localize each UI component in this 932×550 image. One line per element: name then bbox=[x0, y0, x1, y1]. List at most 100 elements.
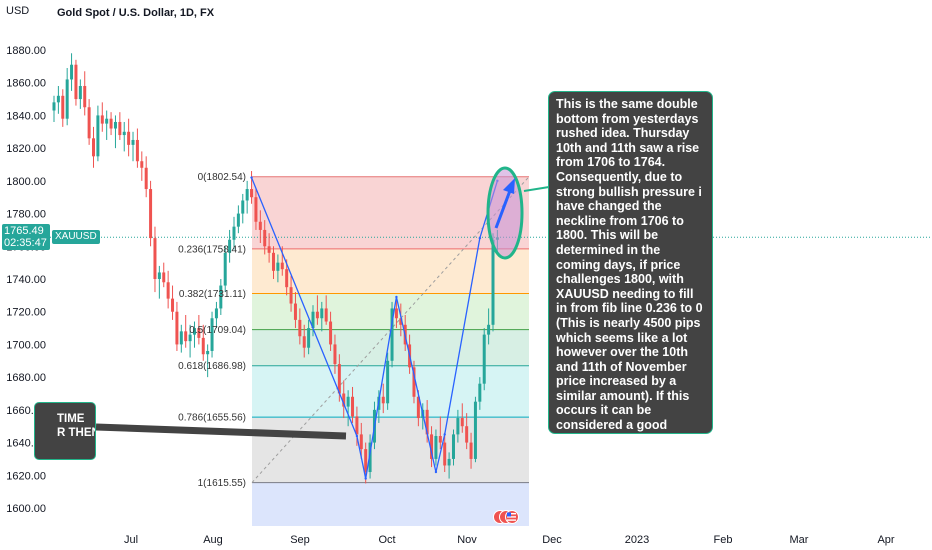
candle-body-67 bbox=[346, 396, 350, 407]
candle-body-38 bbox=[219, 285, 223, 309]
candle-body-11 bbox=[100, 115, 104, 124]
candle-52 bbox=[280, 246, 284, 276]
us-flag-events-icon[interactable] bbox=[492, 510, 520, 524]
candle-8 bbox=[87, 99, 91, 145]
symbol-tag: XAUUSD bbox=[52, 230, 100, 245]
bar-countdown: 02:35:47 bbox=[4, 237, 47, 250]
candle-92 bbox=[456, 409, 460, 443]
candle-body-93 bbox=[460, 418, 464, 427]
candle-64 bbox=[333, 334, 337, 374]
chart-title[interactable]: Gold Spot / U.S. Dollar, 1D, FX bbox=[57, 7, 215, 19]
candle-32 bbox=[192, 321, 196, 348]
candle-88 bbox=[438, 416, 442, 450]
x-tick-1: Aug bbox=[203, 534, 223, 546]
candle-body-99 bbox=[487, 324, 491, 335]
y-tick-0: 1600.00 bbox=[6, 503, 46, 515]
fib-label-0: 0(1802.54) bbox=[198, 172, 246, 183]
candle-body-14 bbox=[113, 121, 117, 129]
candle-27 bbox=[171, 285, 175, 320]
pattern-point-6 bbox=[478, 236, 482, 240]
highlight-ellipse bbox=[486, 166, 524, 260]
x-axis: Jul Aug Sep Oct Nov Dec 2023 Feb Mar Apr bbox=[124, 534, 895, 546]
x-tick-0: Jul bbox=[124, 534, 138, 546]
candle-body-4 bbox=[70, 64, 74, 80]
candle-body-95 bbox=[469, 442, 473, 459]
candle-58 bbox=[307, 319, 311, 355]
candle-23 bbox=[153, 226, 157, 293]
candle-94 bbox=[465, 413, 469, 450]
candle-96 bbox=[473, 396, 477, 463]
candle-36 bbox=[210, 311, 214, 358]
candle-body-34 bbox=[201, 337, 205, 355]
candle-body-6 bbox=[78, 85, 82, 100]
x-tick-2: Sep bbox=[290, 534, 310, 546]
candle-21 bbox=[144, 156, 148, 198]
y-tick-1: 1620.00 bbox=[6, 470, 46, 482]
candle-67 bbox=[346, 390, 350, 427]
current-price: 1765.49 bbox=[4, 225, 44, 238]
candle-91 bbox=[451, 429, 455, 466]
fib-label-5: 0.786(1655.56) bbox=[178, 413, 246, 424]
candle-body-85 bbox=[425, 409, 429, 435]
candle-body-91 bbox=[451, 434, 455, 459]
candle-66 bbox=[342, 380, 346, 419]
candle-38 bbox=[219, 279, 223, 315]
candle-body-7 bbox=[83, 85, 87, 108]
candle-25 bbox=[162, 262, 166, 288]
left-annotation[interactable]: TIME R THEN bbox=[34, 402, 96, 460]
candle-body-75 bbox=[381, 396, 385, 404]
candle-37 bbox=[214, 301, 218, 329]
candle-body-51 bbox=[276, 262, 280, 271]
fib-label-6: 1(1615.55) bbox=[198, 478, 246, 489]
y-tick-4: 1680.00 bbox=[6, 372, 46, 384]
candle-body-86 bbox=[430, 434, 434, 459]
candle-78 bbox=[394, 296, 398, 329]
candle-body-72 bbox=[368, 442, 372, 473]
candle-33 bbox=[197, 314, 201, 345]
candle-51 bbox=[276, 254, 280, 283]
candle-body-92 bbox=[456, 418, 460, 435]
candle-body-63 bbox=[329, 321, 333, 345]
candle-body-59 bbox=[311, 311, 315, 329]
candle-body-10 bbox=[96, 115, 100, 157]
candle-89 bbox=[443, 432, 447, 473]
candle-93 bbox=[460, 403, 464, 433]
candle-body-76 bbox=[386, 360, 390, 404]
candle-body-53 bbox=[285, 269, 289, 288]
candle-body-71 bbox=[364, 449, 368, 473]
fibonacci-zones bbox=[251, 176, 530, 526]
candle-body-78 bbox=[394, 308, 398, 319]
candle-24 bbox=[157, 265, 161, 299]
candle-100 bbox=[491, 233, 495, 332]
candle-body-77 bbox=[390, 308, 394, 361]
candle-body-29 bbox=[179, 331, 183, 345]
fib-zone-5 bbox=[252, 417, 529, 483]
candle-body-100 bbox=[491, 239, 495, 325]
candle-body-23 bbox=[153, 238, 157, 279]
candle-99 bbox=[487, 308, 491, 345]
candle-body-9 bbox=[92, 138, 96, 157]
candle-body-31 bbox=[188, 334, 192, 342]
candle-77 bbox=[390, 301, 394, 368]
candle-body-17 bbox=[127, 131, 131, 145]
candle-body-24 bbox=[157, 272, 161, 279]
candle-body-69 bbox=[355, 416, 359, 435]
candle-15 bbox=[118, 112, 122, 140]
candle-body-70 bbox=[359, 434, 363, 450]
candle-97 bbox=[478, 377, 482, 410]
candle-90 bbox=[447, 452, 451, 479]
candle-16 bbox=[122, 121, 126, 152]
candle-body-18 bbox=[131, 139, 135, 145]
candle-10 bbox=[96, 105, 100, 162]
candle-87 bbox=[434, 429, 438, 466]
main-annotation[interactable]: This is the same double bottom from yest… bbox=[548, 91, 713, 434]
candle-body-30 bbox=[184, 331, 188, 342]
candle-69 bbox=[355, 406, 359, 446]
candle-55 bbox=[293, 292, 297, 329]
fib-label-1: 0.236(1758.41) bbox=[178, 244, 246, 255]
candle-body-83 bbox=[416, 396, 420, 419]
trend-connector bbox=[95, 423, 347, 440]
y-tick-14: 1880.00 bbox=[6, 45, 46, 57]
candle-59 bbox=[311, 305, 315, 337]
